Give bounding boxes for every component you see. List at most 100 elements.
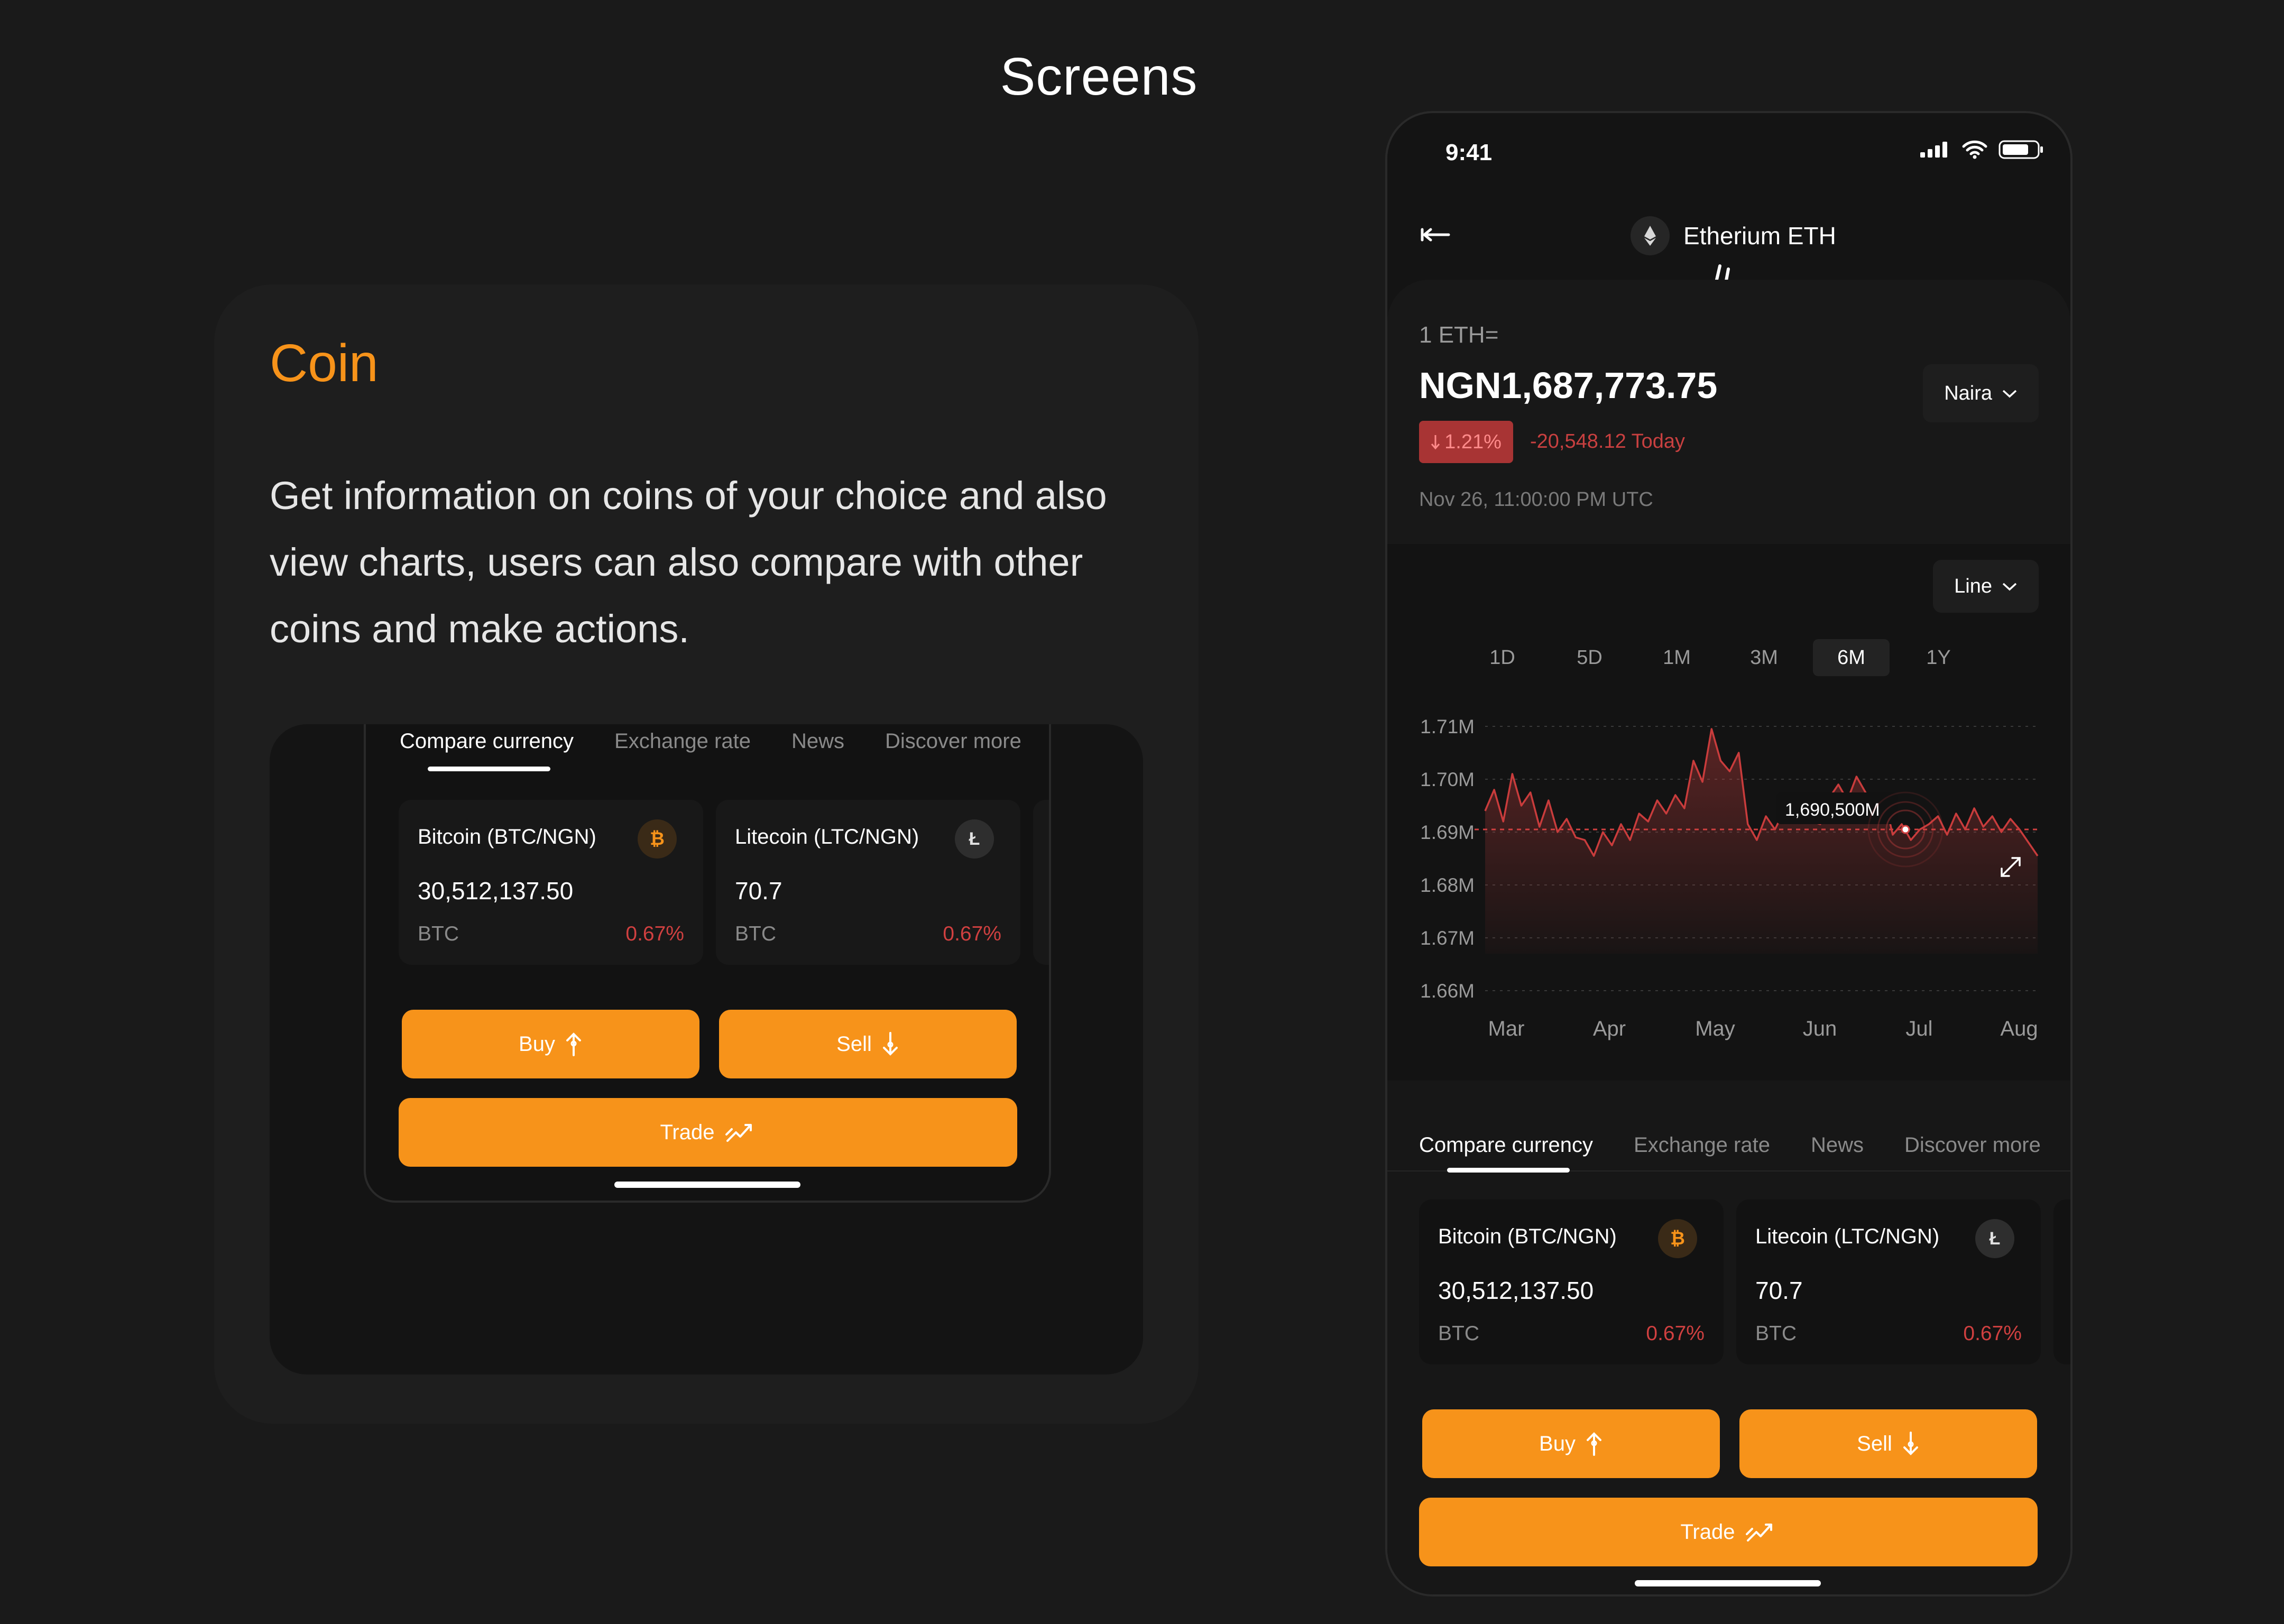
compare-card-bitcoin[interactable]: Bitcoin (BTC/NGN) ₿ 30,512,137.50 BTC 0.…: [1419, 1199, 1724, 1364]
point-halo: [1877, 801, 1934, 858]
expand-icon[interactable]: [2001, 857, 2021, 877]
compare-card-partial: [2053, 1199, 2070, 1364]
chart-tooltip: 1,690,500M: [1776, 792, 1898, 824]
range-tab-5d[interactable]: 5D: [1577, 646, 1603, 669]
chevron-down-icon: [2002, 390, 2017, 398]
y-tick-label: 1.71M: [1420, 716, 1475, 737]
currency-select[interactable]: Naira: [1923, 364, 2039, 422]
preview-tab-bar: Compare currency Exchange rate News Disc…: [400, 724, 1021, 753]
y-tick-label: 1.69M: [1420, 822, 1475, 843]
home-indicator: [1635, 1580, 1821, 1586]
x-tick-label: Mar: [1488, 1017, 1525, 1040]
range-tabs: 1D 5D 1M 3M 6M 1Y: [1464, 639, 1993, 676]
tab-news[interactable]: News: [791, 730, 844, 753]
tab-divider: [1387, 1170, 2070, 1171]
coin-heading: Coin: [270, 334, 379, 393]
trade-button[interactable]: Trade: [1419, 1498, 2038, 1566]
trade-label: Trade: [660, 1120, 715, 1144]
bitcoin-icon: ₿: [638, 819, 677, 859]
chart-type-select[interactable]: Line: [1933, 560, 2039, 613]
coin-symbol: BTC: [1755, 1322, 1797, 1345]
tab-exchange-rate[interactable]: Exchange rate: [614, 730, 751, 753]
tab-discover-more[interactable]: Discover more: [885, 730, 1021, 753]
x-tick-label: May: [1695, 1017, 1735, 1040]
chart-panel: Line 1D 5D 1M 3M 6M 1Y 1.71M 1.70M 1.69M 1.68M 1.…: [1387, 544, 2070, 1081]
coin-detail-phone: 9:41 Etherium ETH 1 ETH= NGN1,687,773.75…: [1385, 111, 2073, 1597]
arrow-down-icon: [882, 1032, 898, 1056]
ethereum-icon: [1631, 216, 1670, 255]
point-halo: [1867, 791, 1944, 868]
coin-name: Bitcoin (BTC/NGN): [1438, 1225, 1617, 1248]
range-tab-1d[interactable]: 1D: [1489, 646, 1515, 669]
back-arrow-icon[interactable]: [1419, 222, 1451, 248]
sell-button[interactable]: Sell: [719, 1010, 1017, 1078]
compare-panel: Compare currency Exchange rate News Disc…: [1387, 1081, 2070, 1594]
tab-discover-more[interactable]: Discover more: [1904, 1133, 2041, 1157]
coin-description: Get information on coins of your choice …: [270, 474, 1107, 651]
tab-exchange-rate[interactable]: Exchange rate: [1634, 1133, 1770, 1157]
x-tick-label: Apr: [1593, 1017, 1626, 1040]
tab-compare-currency[interactable]: Compare currency: [1419, 1133, 1594, 1157]
trade-label: Trade: [1680, 1520, 1735, 1544]
sell-button[interactable]: Sell: [1739, 1409, 2037, 1478]
coin-symbol: BTC: [418, 922, 459, 945]
x-tick-label: Jun: [1803, 1017, 1837, 1040]
status-time: 9:41: [1445, 140, 1493, 165]
litecoin-icon: Ł: [955, 819, 994, 859]
page-title: Screens: [1000, 47, 1198, 106]
tooltip-label: 1,690,500M: [1785, 800, 1880, 820]
price-timestamp: Nov 26, 11:00:00 PM UTC: [1419, 488, 1653, 511]
series-area: [1485, 729, 2038, 954]
sell-label: Sell: [1857, 1432, 1892, 1455]
coin-value: 70.7: [1755, 1277, 1803, 1304]
range-tab-6m[interactable]: 6M: [1813, 639, 1890, 676]
coin-symbol: BTC: [735, 922, 776, 945]
chevron-down-icon: [2002, 583, 2017, 591]
wifi-icon: [1962, 140, 1987, 159]
compare-tab-bar: Compare currency Exchange rate News Disc…: [1419, 1128, 2041, 1157]
arrow-down-icon: [1903, 1432, 1918, 1455]
change-today: -20,548.12 Today: [1530, 430, 1685, 453]
x-tick-label: Aug: [2000, 1017, 2038, 1040]
y-tick-label: 1.68M: [1420, 874, 1475, 896]
unit-label: 1 ETH=: [1419, 322, 1499, 348]
y-tick-label: 1.70M: [1420, 769, 1475, 790]
chart-type-value: Line: [1954, 575, 1992, 597]
range-tab-3m[interactable]: 3M: [1750, 646, 1778, 669]
change-pct: 1.21%: [1444, 430, 1502, 453]
y-tick-label: 1.67M: [1420, 927, 1475, 949]
range-tab-1m[interactable]: 1M: [1663, 646, 1691, 669]
trade-icon: [1745, 1524, 1772, 1542]
price-chart: 1.71M 1.70M 1.69M 1.68M 1.67M 1.66M Mar Apr May…: [1420, 716, 2039, 1040]
buy-button[interactable]: Buy: [402, 1010, 699, 1078]
change-pct-badge: 1.21%: [1419, 421, 1513, 463]
coin-value: 30,512,137.50: [418, 877, 574, 905]
asset-title: Etherium ETH: [1631, 216, 1836, 255]
coin-name: Litecoin (LTC/NGN): [735, 825, 919, 848]
range-tab-1y[interactable]: 1Y: [1926, 646, 1951, 669]
arrow-up-icon: [566, 1032, 581, 1056]
asset-header: Etherium ETH: [1387, 206, 2070, 299]
price-value: NGN1,687,773.75: [1419, 365, 1718, 406]
tab-compare-currency[interactable]: Compare currency: [400, 730, 574, 753]
compare-card-litecoin[interactable]: Litecoin (LTC/NGN) Ł 70.7 BTC 0.67%: [716, 800, 1020, 965]
coin-symbol: BTC: [1438, 1322, 1479, 1345]
battery-icon: [1998, 140, 2043, 159]
arrow-up-icon: [1586, 1432, 1601, 1456]
price-panel: 1 ETH= NGN1,687,773.75 Naira 1.21% -20,5…: [1387, 280, 2070, 544]
compare-card-litecoin[interactable]: Litecoin (LTC/NGN) Ł 70.7 BTC 0.67%: [1736, 1199, 2041, 1364]
coin-change: 0.67%: [1963, 1322, 2022, 1345]
trade-button[interactable]: Trade: [399, 1098, 1017, 1167]
point-halo: [1885, 809, 1926, 850]
coin-name: Bitcoin (BTC/NGN): [418, 825, 596, 848]
signal-icon: [1920, 142, 1947, 158]
point-dot: [1901, 825, 1910, 834]
buy-button[interactable]: Buy: [1422, 1409, 1720, 1478]
tab-news[interactable]: News: [1810, 1133, 1864, 1157]
compare-card-bitcoin[interactable]: Bitcoin (BTC/NGN) ₿ 30,512,137.50 BTC 0.…: [399, 800, 703, 965]
arrow-down-small-icon: [1431, 435, 1440, 450]
asset-name: Etherium ETH: [1683, 222, 1836, 250]
preview-area: Compare currency Exchange rate News Disc…: [270, 724, 1143, 1374]
status-icons: [1919, 140, 2044, 160]
coin-change: 0.67%: [943, 922, 1001, 945]
